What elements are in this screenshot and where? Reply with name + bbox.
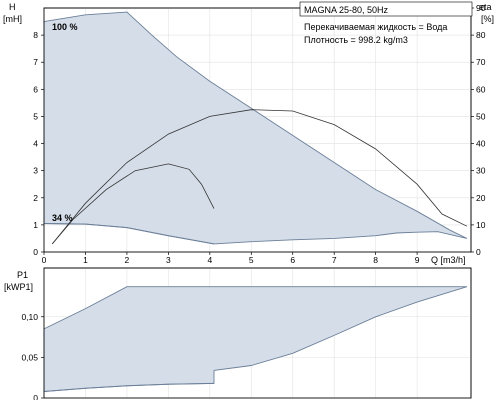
power-chart: 0 0,05 0,10 P1 [kWP1]: [4, 267, 472, 400]
head-plot-border: [43, 7, 472, 253]
power-ylabel-unit: [kWP1]: [4, 282, 33, 292]
head-y-tick-label: 6: [33, 84, 38, 94]
min-speed-label: 34 %: [52, 213, 73, 223]
eta-y-tick-label: 20: [476, 193, 486, 203]
head-y-tick-label: 7: [33, 57, 38, 67]
efficiency-curve-1: [51, 163, 215, 245]
head-x-tick-label: 7: [332, 255, 337, 265]
eta-y-tick-label: 50: [476, 111, 486, 121]
head-y-tick-label: 3: [33, 166, 38, 176]
efficiency-curve-2: [51, 109, 468, 245]
eta-y-tick-label: 70: [476, 57, 486, 67]
head-x-tick-label: 3: [166, 255, 171, 265]
max-speed-label: 100 %: [52, 22, 78, 32]
fluid-label: Перекачиваемая жидкость = Вода: [304, 22, 447, 32]
power-plot-border: [43, 267, 472, 399]
head-y-tick-label: 2: [33, 193, 38, 203]
head-x-tick-label: 2: [125, 255, 130, 265]
head-y-tick-label: 8: [33, 30, 38, 40]
eta-y-tick-label: 10: [476, 220, 486, 230]
head-x-tick-label: 5: [249, 255, 254, 265]
head-ylabel-unit: [mH]: [3, 14, 22, 24]
head-x-tick-label: 9: [415, 255, 420, 265]
head-y-tick-label: 5: [33, 111, 38, 121]
eta-y-tick-label: 0: [476, 247, 481, 257]
head-x-tick-label: 0: [42, 255, 47, 265]
eta-y-tick-label: 30: [476, 166, 486, 176]
power-y-tick-label: 0: [33, 393, 38, 400]
head-xlabel: Q [m3/h]: [431, 255, 466, 265]
power-y-tick-label: 0,10: [21, 312, 38, 322]
eta-y-ticks: 0 10 20 30 40 50 60 70 80 90: [471, 3, 486, 257]
eta-y-tick-label: 80: [476, 30, 486, 40]
head-y-tick-label: 0: [33, 247, 38, 257]
eta-y-tick-label: 90: [476, 3, 486, 13]
head-x-tick-label: 4: [207, 255, 212, 265]
head-chart: 0 1 2 3 4 5 6 7 8 9 0 1 2 3 4 5 6 7 8 0 10 20 30 40 50 60 70 80 90…: [3, 1, 494, 265]
power-y-ticks: 0 0,05 0,10: [21, 312, 44, 400]
eta-ylabel-unit: [%]: [481, 14, 494, 24]
eta-y-tick-label: 60: [476, 84, 486, 94]
head-x-tick-label: 6: [290, 255, 295, 265]
head-y-ticks: 0 1 2 3 4 5 6 7 8: [33, 30, 44, 257]
head-y-tick-label: 4: [33, 139, 38, 149]
eta-y-tick-label: 40: [476, 139, 486, 149]
density-label: Плотность = 998.2 kg/m3: [304, 35, 408, 45]
eta-ylabel-symbol: eta: [479, 2, 492, 12]
power-ylabel-symbol: P1: [17, 270, 28, 280]
head-ylabel-symbol: H: [9, 2, 16, 12]
chart-title: MAGNA 25-80, 50Hz: [304, 5, 389, 15]
title-box: [299, 1, 473, 17]
head-x-ticks: 0 1 2 3 4 5 6 7 8 9: [42, 252, 420, 265]
efficiency-curves: [51, 109, 468, 245]
head-x-tick-label: 8: [373, 255, 378, 265]
head-x-tick-label: 1: [83, 255, 88, 265]
power-y-tick-label: 0,05: [21, 352, 38, 362]
min-speed-curve: [43, 223, 215, 245]
head-y-tick-label: 1: [33, 220, 38, 230]
power-min-speed-curve: [43, 382, 215, 392]
